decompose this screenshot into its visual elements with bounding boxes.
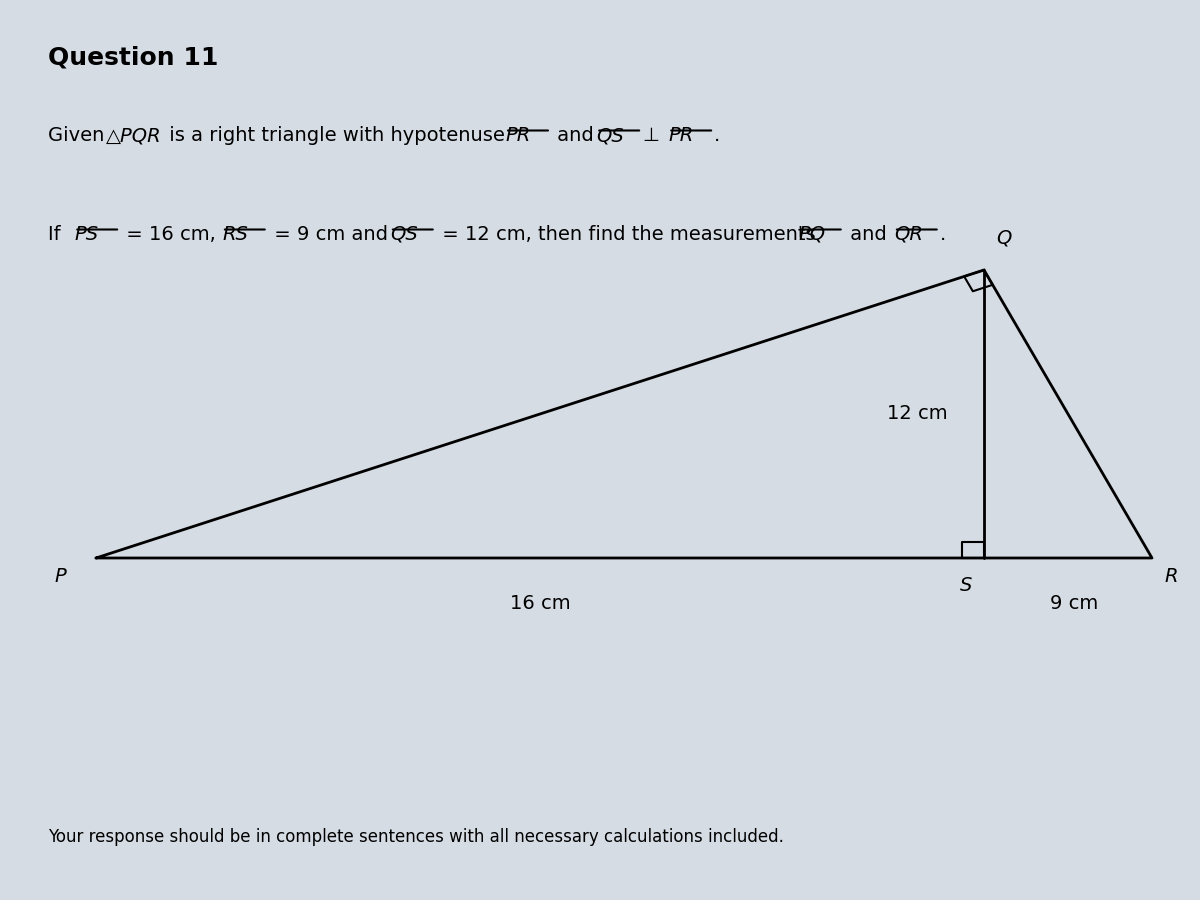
Text: R: R [1164,567,1177,586]
Text: PS: PS [74,225,98,244]
Text: ⊥: ⊥ [642,126,659,145]
Text: QS: QS [390,225,418,244]
Text: PR: PR [505,126,530,145]
Text: 9 cm: 9 cm [1050,594,1098,613]
Text: .: . [940,225,946,244]
Text: Q: Q [996,229,1012,248]
Text: is a right triangle with hypotenuse: is a right triangle with hypotenuse [163,126,511,145]
Text: △PQR: △PQR [106,126,161,145]
Text: and: and [844,225,893,244]
Text: If: If [48,225,67,244]
Text: = 9 cm and: = 9 cm and [268,225,394,244]
Text: = 12 cm, then find the measurements: = 12 cm, then find the measurements [436,225,822,244]
Text: Question 11: Question 11 [48,45,218,69]
Text: Your response should be in complete sentences with all necessary calculations in: Your response should be in complete sent… [48,828,784,846]
Text: Given: Given [48,126,110,145]
Text: QR: QR [894,225,923,244]
Text: RS: RS [222,225,248,244]
Text: .: . [714,126,720,145]
Text: P: P [54,567,66,586]
Text: PR: PR [668,126,694,145]
Text: S: S [960,576,972,595]
Text: and: and [551,126,600,145]
Text: 12 cm: 12 cm [887,404,948,424]
Text: = 16 cm,: = 16 cm, [120,225,222,244]
Text: PQ: PQ [798,225,826,244]
Text: 16 cm: 16 cm [510,594,570,613]
Text: QS: QS [596,126,624,145]
